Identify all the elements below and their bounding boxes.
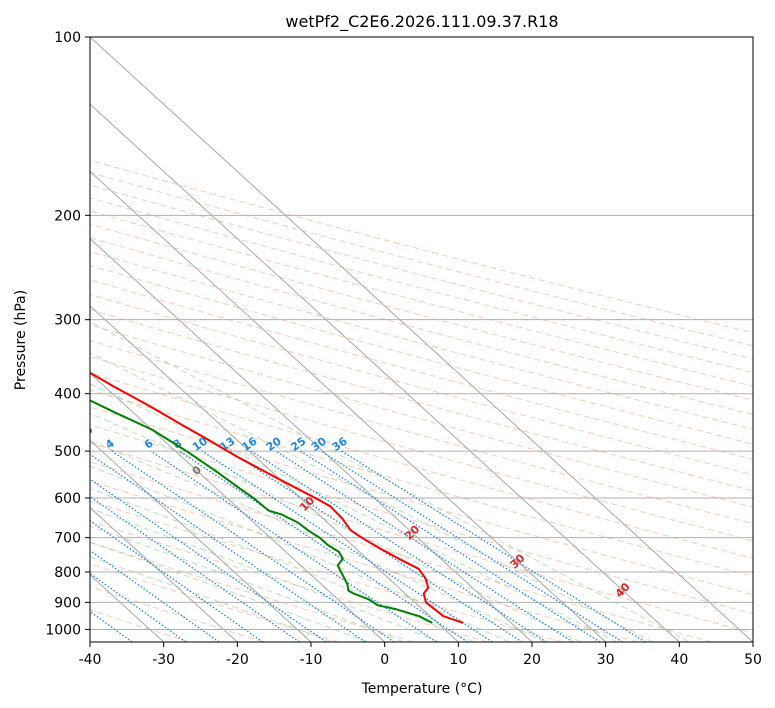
x-axis: -40 -30 -20 -10 0 10 20 30 40 50 [79,642,762,668]
x-tick-label: 40 [670,652,688,668]
y-axis: 100 200 300 400 500 600 700 800 900 1000 [45,30,90,638]
dry-adiabat [90,406,753,596]
mixing-ratio-line [111,450,395,642]
mixing-ratio-label: 1.5 [11,433,34,455]
isotherm [90,237,533,642]
dry-adiabat [90,250,753,430]
x-tick-label: -20 [226,652,249,668]
background-lines [90,37,753,642]
chart-title: wetPf2_C2E6.2026.111.09.37.R18 [285,12,558,32]
mixing-ratio-line [251,450,547,642]
y-tick-label: 300 [54,313,81,329]
y-tick-label: 800 [54,565,81,581]
isotherm [90,305,459,642]
y-tick-label: 200 [54,208,81,224]
dry-adiabat [90,424,753,615]
mixing-ratio-line [341,450,646,642]
mixing-ratio-line [275,450,574,642]
y-axis-title: Pressure (hPa) [13,290,29,390]
sounding-profiles [90,371,464,624]
y-tick-label: 1000 [45,622,81,638]
dry-adiabat [90,237,753,416]
dry-adiabat [90,442,753,634]
mixing-ratio-line [90,453,366,642]
dry-adiabat [90,210,753,387]
dry-adiabat [90,461,712,642]
y-tick-label: 600 [54,491,81,507]
dry-adiabat [90,172,753,347]
y-tick-label: 900 [54,595,81,611]
dry-adiabat [90,324,753,508]
x-axis-title: Temperature (°C) [361,681,483,697]
dry-adiabat [90,541,414,642]
isotherm [90,170,607,642]
mixing-ratio-line [90,478,327,642]
y-tick-label: 500 [54,444,81,460]
mixing-ratio-line [229,450,523,642]
isotherm [90,506,238,642]
isotherm [90,439,312,642]
x-tick-label: 20 [523,652,541,668]
x-tick-label: 50 [744,652,762,668]
y-tick-label: 100 [54,30,81,46]
x-tick-label: -10 [300,652,323,668]
isotherm [90,372,386,642]
x-tick-label: -40 [79,652,102,668]
dry-adiabat [90,340,753,525]
mixing-ratio-line [150,450,437,642]
temperature-profile [90,371,464,624]
dry-adiabat [90,184,753,360]
dry-adiabat [90,480,638,642]
x-tick-label: 30 [597,652,615,668]
dry-adiabat [90,500,563,642]
dry-adiabat [90,308,753,492]
isotherm-label: -10 [72,423,95,446]
x-tick-label: -30 [152,652,175,668]
y-tick-label: 400 [54,387,81,403]
x-tick-label: 10 [449,652,467,668]
isotherm [90,37,753,642]
dewpoint-profile [90,399,433,624]
mixing-ratio-label: 2 [40,437,54,452]
x-tick-label: 0 [380,652,389,668]
plot-frame [89,36,754,643]
mixing-ratio-line [178,450,468,642]
dry-adiabat [90,279,753,460]
isotherm [90,103,680,642]
y-tick-label: 700 [54,531,81,547]
